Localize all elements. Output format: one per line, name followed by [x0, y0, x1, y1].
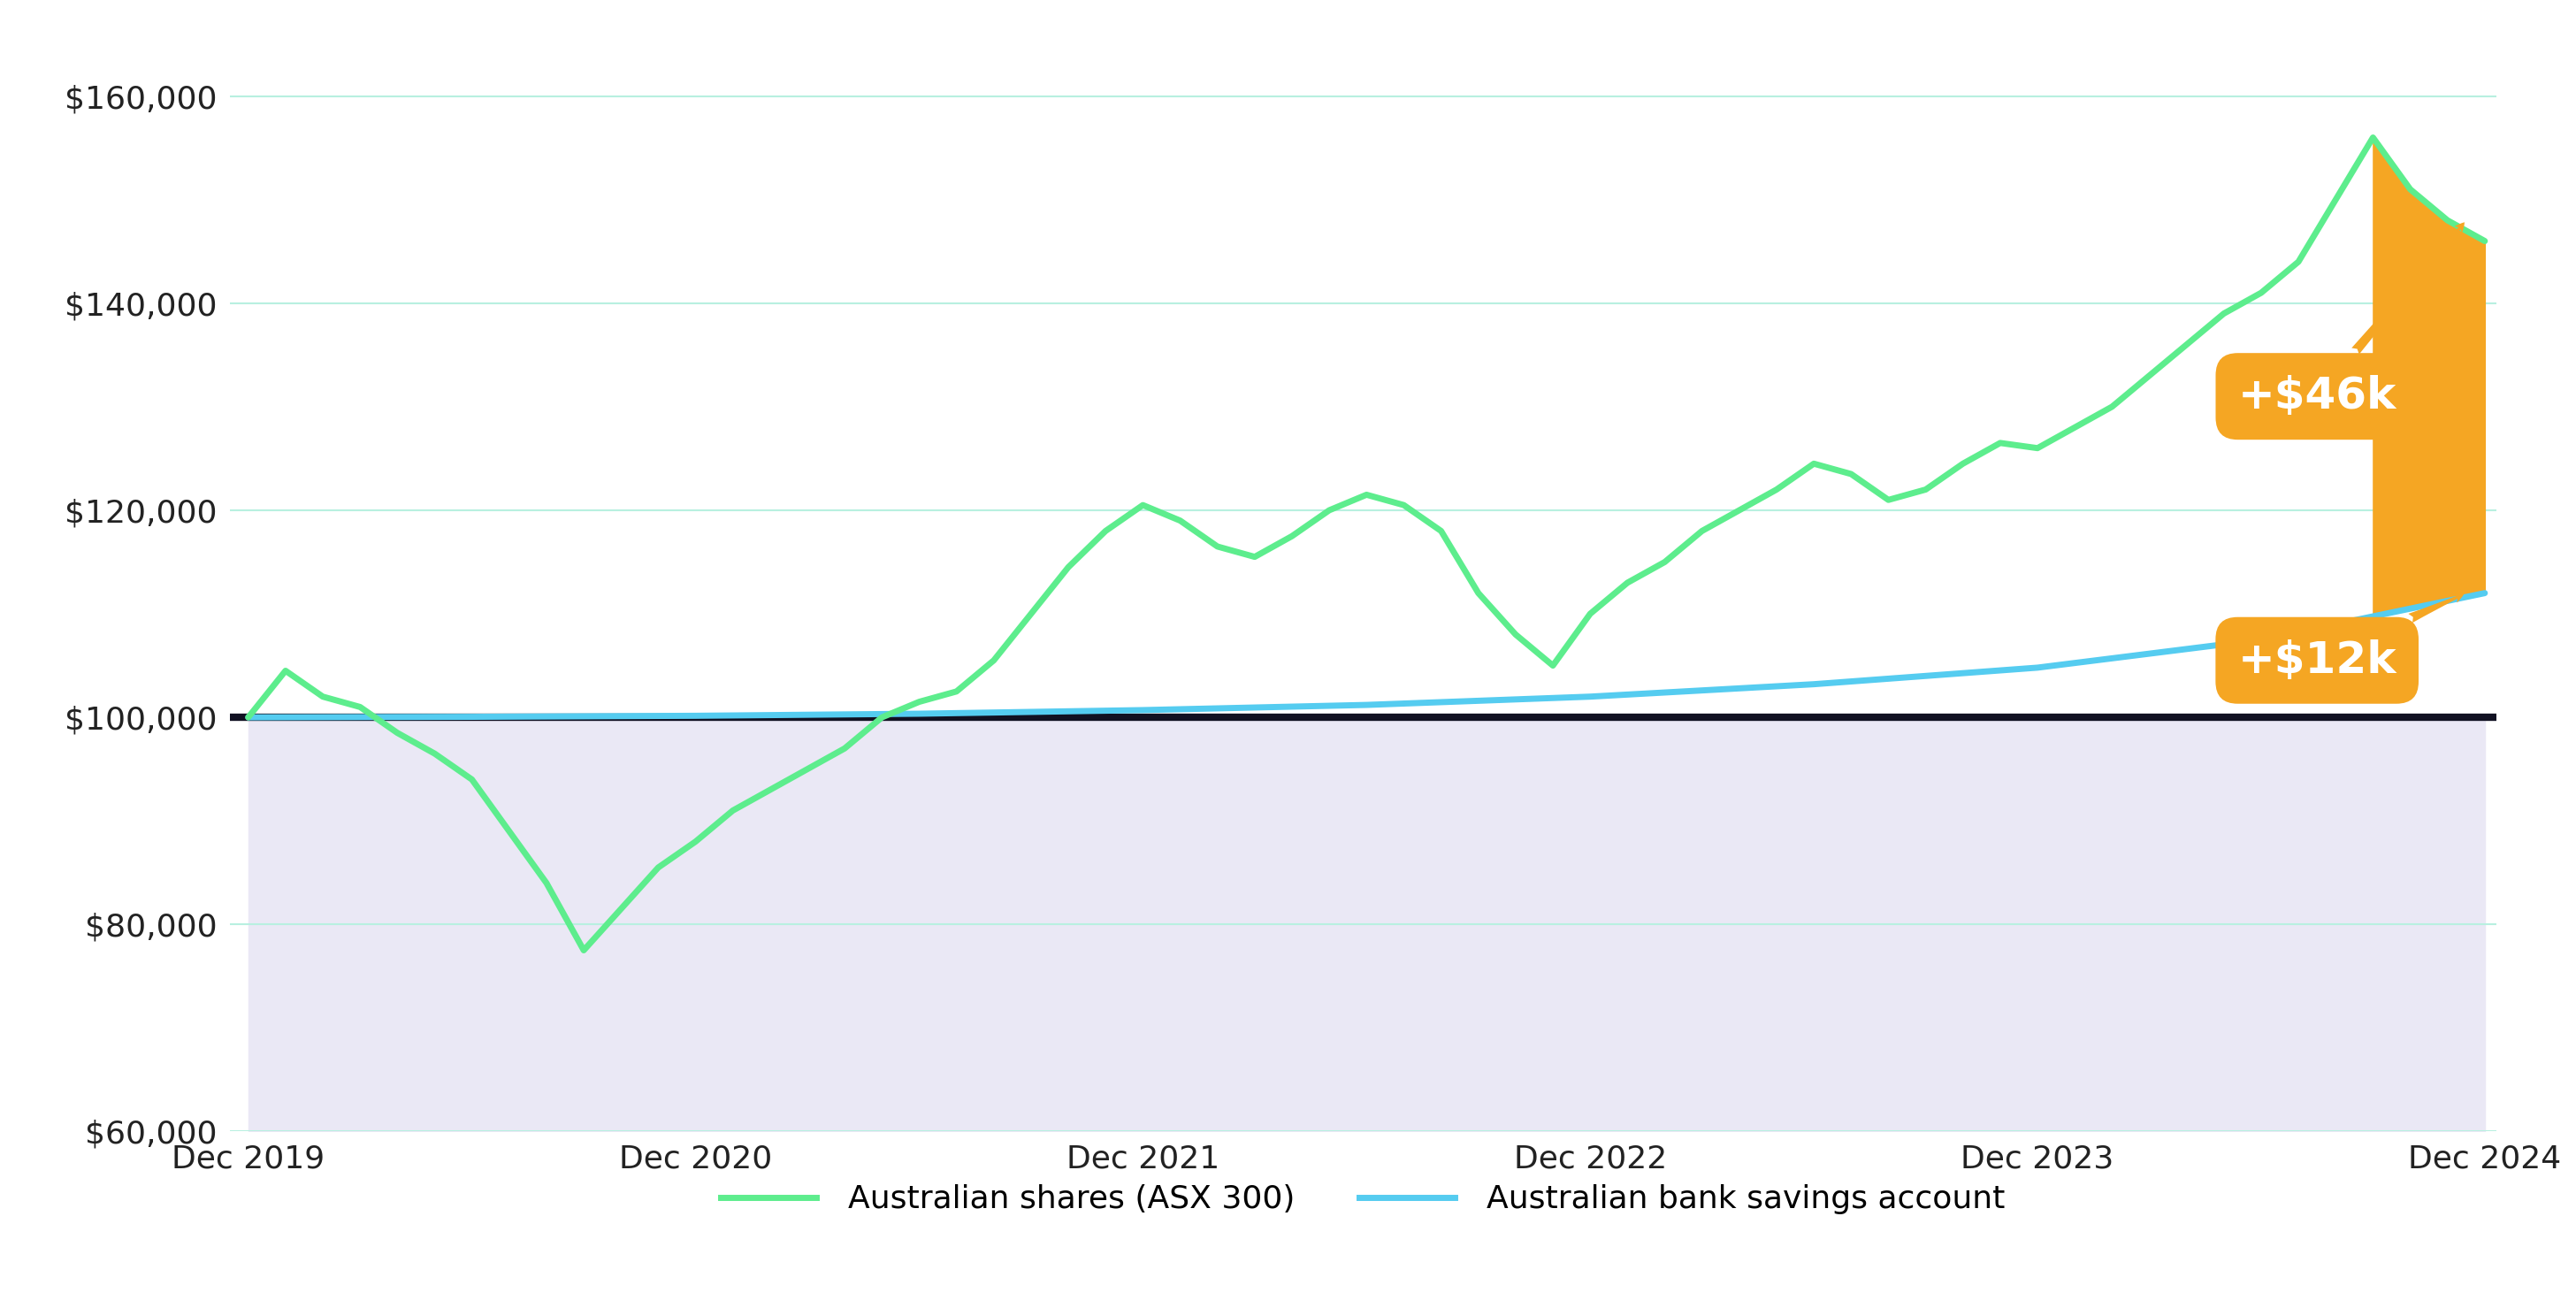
Legend: Australian shares (ASX 300), Australian bank savings account: Australian shares (ASX 300), Australian … [708, 1172, 2017, 1227]
Text: +$46k: +$46k [2239, 222, 2465, 417]
Text: +$12k: +$12k [2239, 594, 2463, 681]
